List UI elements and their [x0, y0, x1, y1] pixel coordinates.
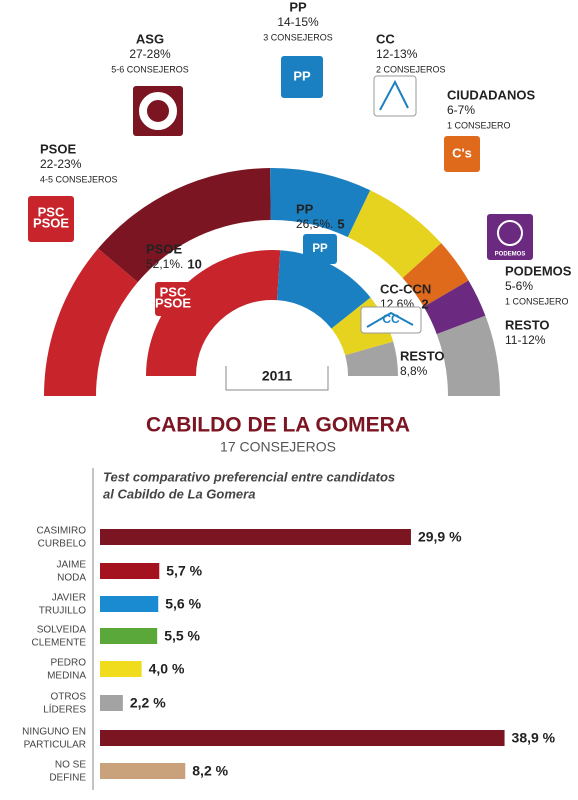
bar [100, 628, 158, 644]
logo-text: PODEMOS [495, 252, 526, 258]
bar [100, 596, 159, 612]
arc-segment [402, 243, 469, 307]
arc-segment [44, 248, 138, 396]
party-name: RESTO [400, 348, 445, 363]
chart-title: CABILDO DE LA GOMERA [146, 414, 410, 437]
category-label: CASIMIRO CURBELO [37, 525, 87, 549]
party-name: PSOE [146, 241, 182, 256]
logo [28, 196, 74, 242]
bar [100, 661, 142, 677]
logo-text: PSC PSOE [155, 285, 191, 311]
logo-graphic [379, 79, 409, 111]
arc-segment [277, 250, 371, 329]
logo-text: PP [312, 243, 328, 255]
logo-graphic [366, 311, 414, 328]
value-label: 8,2 % [192, 763, 228, 779]
party-name: PP [289, 0, 307, 14]
logo-text: C's [452, 145, 472, 160]
arc-segment [436, 315, 500, 396]
value-label: 5,7 % [166, 563, 202, 579]
logo [303, 234, 337, 264]
party-name: CC-CCN [380, 281, 431, 296]
logo-text: CC [382, 312, 400, 326]
arc-segment [423, 280, 486, 335]
party-name: CC [376, 31, 395, 46]
seats-label: 1 CONSEJERO [505, 296, 569, 306]
seats-label: 10 [187, 256, 201, 271]
logo-text: PP [293, 68, 311, 83]
seats-label: 2 [421, 296, 428, 311]
seats-label: 5-6 CONSEJEROS [111, 64, 189, 74]
vote-label: 14-15% [277, 15, 319, 29]
value-label: 4,0 % [149, 661, 185, 677]
category-label: SOLVEIDA CLEMENTE [32, 624, 87, 648]
vote-label: 52,1%. [146, 257, 183, 271]
chart-title: Test comparativo preferencial entre cand… [103, 470, 395, 502]
bar [100, 695, 123, 711]
party-name: CIUDADANOS [447, 87, 535, 102]
value-label: 5,6 % [165, 596, 201, 612]
arc-segment [98, 168, 271, 283]
seats-label: 1 CONSEJERO [447, 120, 511, 130]
bar [100, 730, 505, 746]
logo [281, 56, 323, 98]
logo [444, 136, 480, 172]
value-label: 5,5 % [164, 628, 200, 644]
arc-segment [146, 250, 281, 376]
year-label: 2011 [262, 368, 293, 384]
seats-label: 2 CONSEJEROS [376, 64, 446, 74]
category-label: OTROS LÍDERES [43, 691, 86, 715]
party-name: PSOE [40, 141, 76, 156]
value-label: 29,9 % [418, 529, 462, 545]
vote-label: 11-12% [505, 333, 546, 347]
logo-text: PSC PSOE [33, 205, 69, 231]
arc-segment [347, 190, 442, 279]
logo [360, 306, 422, 334]
category-label: NO SE DEFINE [49, 759, 86, 783]
party-name: RESTO [505, 317, 550, 332]
bar [100, 529, 411, 545]
vote-label: 8,8% [400, 364, 428, 378]
party-name: PODEMOS [505, 263, 572, 278]
vote-label: 6-7% [447, 103, 475, 117]
vote-label: 26,5%. [296, 217, 333, 231]
value-label: 38,9 % [512, 730, 556, 746]
logo-graphic [497, 220, 523, 246]
arc-segment [270, 168, 371, 238]
seats-label: 5 [337, 216, 344, 231]
vote-label: 12-13% [376, 47, 418, 61]
logo [373, 75, 417, 117]
seats-label: 3 CONSEJEROS [263, 32, 333, 42]
logo [155, 282, 191, 316]
seats-label: 4-5 CONSEJEROS [40, 174, 118, 184]
vote-label: 22-23% [40, 157, 82, 171]
party-name: ASG [136, 31, 164, 46]
party-name: PP [296, 201, 314, 216]
category-label: NINGUNO EN PARTICULAR [22, 726, 86, 750]
logo-graphic [139, 92, 177, 130]
year-bracket [225, 366, 329, 391]
vote-label: 27-28% [129, 47, 171, 61]
bar [100, 763, 186, 779]
category-label: JAVIER TRUJILLO [39, 592, 86, 616]
arc-segment [345, 341, 398, 376]
value-label: 2,2 % [130, 695, 166, 711]
logo [487, 214, 533, 260]
category-label: JAIME NODA [57, 559, 87, 583]
chart-subtitle: 17 CONSEJEROS [220, 439, 336, 455]
vote-label: 5-6% [505, 279, 533, 293]
bar [100, 563, 160, 579]
category-label: PEDRO MEDINA [47, 657, 86, 681]
